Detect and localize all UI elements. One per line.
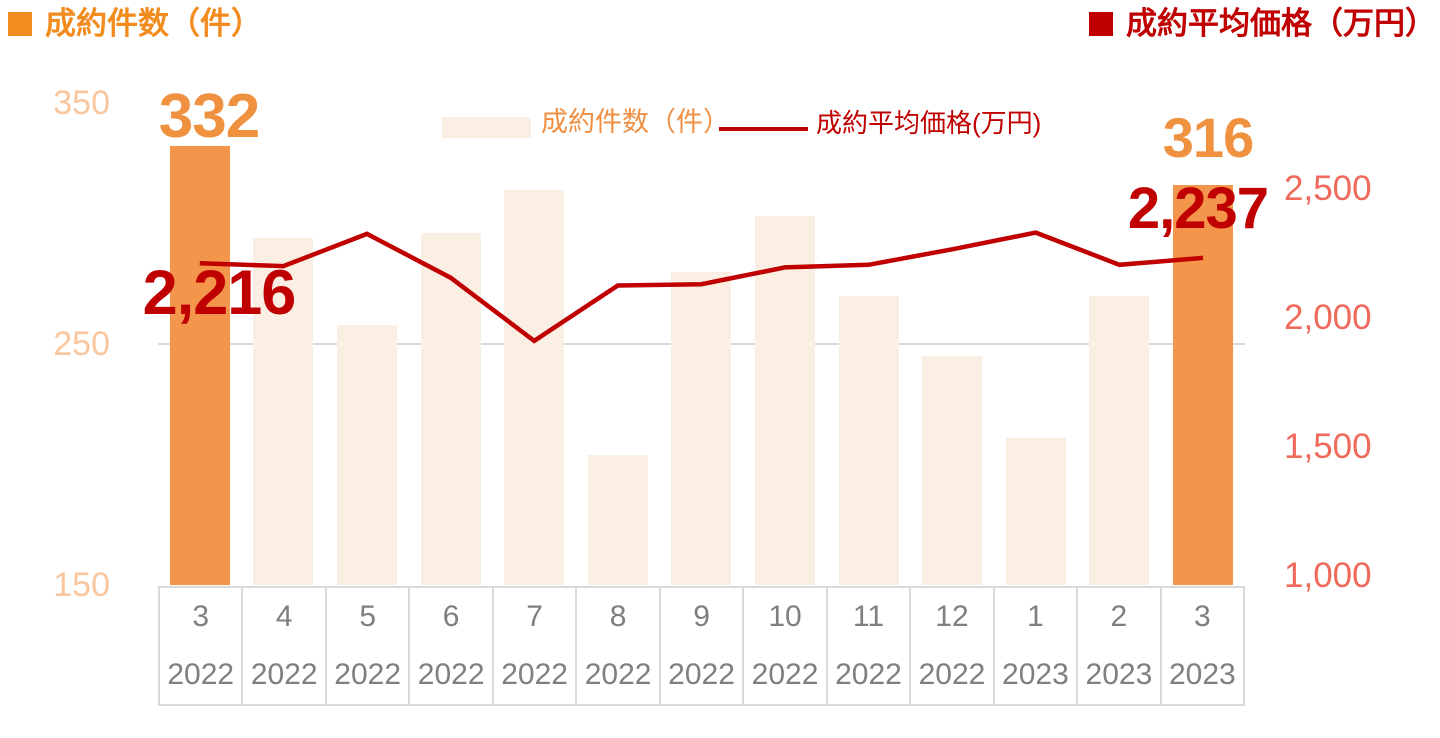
year-label: 2022 xyxy=(334,658,402,691)
month-label: 5 xyxy=(359,600,377,633)
x-axis-cell-7-2022: 7 2022 xyxy=(493,586,578,706)
bar-8-2022 xyxy=(587,454,648,585)
bar-3-2023 xyxy=(1173,184,1233,585)
bar-9-2022 xyxy=(671,271,732,585)
month-label: 10 xyxy=(768,600,802,633)
bar-7-2022 xyxy=(504,189,565,585)
year-label: 2022 xyxy=(835,658,902,691)
right-axis-tick: 2,500 xyxy=(1284,169,1372,208)
right-axis-tick: 1,500 xyxy=(1284,427,1372,466)
x-axis-cell-12-2022: 12 2022 xyxy=(911,586,995,706)
annotation-first-line-value: 2,216 xyxy=(142,258,297,328)
x-axis-cell-3-2023: 3 2023 xyxy=(1161,586,1246,706)
right-axis-title: 成約平均価格（万円） xyxy=(1089,6,1436,42)
month-label: 12 xyxy=(935,600,969,633)
month-label: 7 xyxy=(526,600,543,633)
month-label: 2 xyxy=(1110,600,1128,633)
annotation-last-line-value: 2,237 xyxy=(1127,176,1269,241)
x-axis-cell-6-2022: 6 2022 xyxy=(410,586,494,706)
left-axis-tick: 350 xyxy=(53,84,110,122)
x-axis-cell-3-2022: 3 2022 xyxy=(158,586,244,706)
bar-legend-label: 成約件数（件） xyxy=(541,107,730,137)
year-label: 2022 xyxy=(751,658,819,691)
left-axis-title-label: 成約件数（件） xyxy=(45,6,262,41)
month-label: 6 xyxy=(442,600,460,633)
line-legend-swatch-icon xyxy=(719,127,808,131)
x-axis-cell-9-2022: 9 2022 xyxy=(660,586,745,706)
bar-legend-swatch-icon xyxy=(442,117,531,138)
right-axis-tick: 2,000 xyxy=(1284,298,1372,337)
month-label: 8 xyxy=(609,600,627,633)
month-label: 1 xyxy=(1027,600,1044,633)
year-label: 2023 xyxy=(1168,658,1236,691)
year-label: 2023 xyxy=(1085,658,1153,691)
line-legend-label: 成約平均価格(万円) xyxy=(816,108,1042,138)
bar-11-2022 xyxy=(838,295,899,585)
bar-1-2023 xyxy=(1005,437,1066,585)
bar-12-2022 xyxy=(922,356,983,585)
year-label: 2022 xyxy=(417,658,485,691)
annotation-last-bar-value: 316 xyxy=(1162,106,1254,169)
x-axis-cell-11-2022: 11 2022 xyxy=(827,586,912,706)
year-label: 2022 xyxy=(501,658,568,691)
orange-square-icon xyxy=(8,12,32,36)
year-label: 2022 xyxy=(918,658,986,691)
annotation-first-bar-value: 332 xyxy=(158,82,260,151)
year-label: 2022 xyxy=(584,658,652,691)
x-axis-cell-5-2022: 5 2022 xyxy=(326,586,411,706)
right-axis-tick: 1,000 xyxy=(1284,556,1372,595)
month-label: 3 xyxy=(1194,600,1211,633)
month-label: 9 xyxy=(693,600,710,633)
year-label: 2022 xyxy=(250,658,318,691)
x-axis-cell-8-2022: 8 2022 xyxy=(577,586,661,706)
left-axis-tick: 150 xyxy=(53,566,110,604)
month-label: 4 xyxy=(275,600,293,633)
left-axis-title: 成約件数（件） xyxy=(8,6,262,42)
x-axis-cell-1-2023: 1 2023 xyxy=(994,586,1079,706)
bar-10-2022 xyxy=(755,216,815,585)
x-axis-cell-10-2022: 10 2022 xyxy=(744,586,828,706)
month-label: 3 xyxy=(192,600,210,633)
red-square-icon xyxy=(1089,12,1113,36)
bar-6-2022 xyxy=(420,233,481,585)
bar-3-2022 xyxy=(169,146,230,585)
x-axis-cell-4-2022: 4 2022 xyxy=(243,586,327,706)
month-label: 11 xyxy=(852,600,885,633)
right-axis-title-label: 成約平均価格（万円） xyxy=(1126,6,1436,41)
bar-2-2023 xyxy=(1089,295,1150,585)
year-label: 2023 xyxy=(1002,658,1069,691)
year-label: 2022 xyxy=(668,658,735,691)
left-axis-tick: 250 xyxy=(53,325,110,363)
x-axis-cell-2-2023: 2 2023 xyxy=(1078,586,1162,706)
x-axis-table: 3 2022 4 2022 5 2022 6 2022 7 2022 8 2022 9 2022 10 202… xyxy=(158,586,1246,706)
year-label: 2022 xyxy=(167,658,235,691)
bar-5-2022 xyxy=(337,324,397,585)
